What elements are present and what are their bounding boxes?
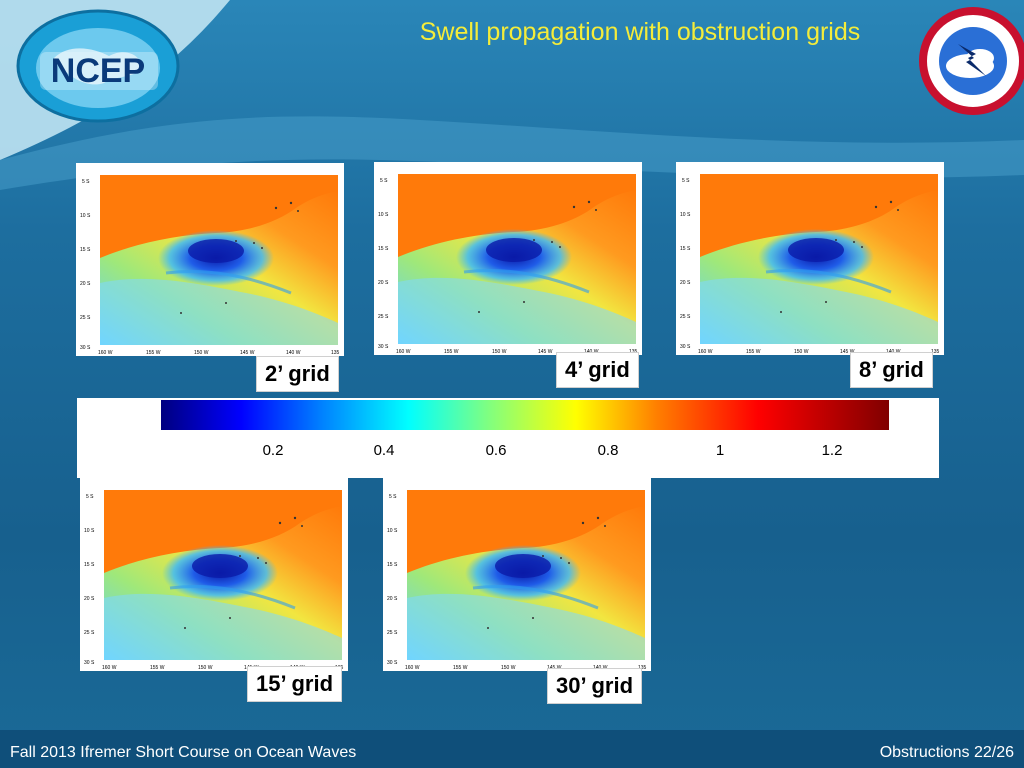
map-panel-8-grid: [676, 162, 944, 355]
grid-label-8: 8’ grid: [850, 352, 933, 388]
grid-label-2: 2’ grid: [256, 356, 339, 392]
colorbar-tick: 1.2: [821, 442, 843, 459]
ncep-logo: NCEP: [16, 9, 180, 123]
footer-band: [0, 730, 1024, 768]
map-panel-30-grid: [383, 478, 651, 671]
grid-label-4: 4’ grid: [556, 352, 639, 388]
colorbar-tick: 1: [715, 442, 725, 459]
colorbar-tick: 0.6: [485, 442, 507, 459]
nws-logo: [919, 7, 1024, 115]
grid-label-30: 30’ grid: [547, 668, 643, 704]
footer-course: Fall 2013 Ifremer Short Course on Ocean …: [10, 744, 357, 761]
colorbar-panel: 0.2 0.4 0.6 0.8 1 1.2: [77, 398, 939, 478]
ncep-logo-text: NCEP: [51, 52, 145, 90]
footer-page-number: Obstructions 22/26: [879, 744, 1014, 761]
colorbar-tick: 0.8: [597, 442, 619, 459]
map-panel-2-grid: [76, 163, 344, 356]
map-panel-15-grid: [80, 478, 348, 671]
colorbar-tick: 0.2: [262, 442, 284, 459]
slide-title: Swell propagation with obstruction grids: [419, 18, 861, 46]
colorbar-tick: 0.4: [373, 442, 395, 459]
colorbar: [161, 400, 889, 430]
grid-label-15: 15’ grid: [247, 666, 343, 702]
map-panel-4-grid: [374, 162, 642, 355]
